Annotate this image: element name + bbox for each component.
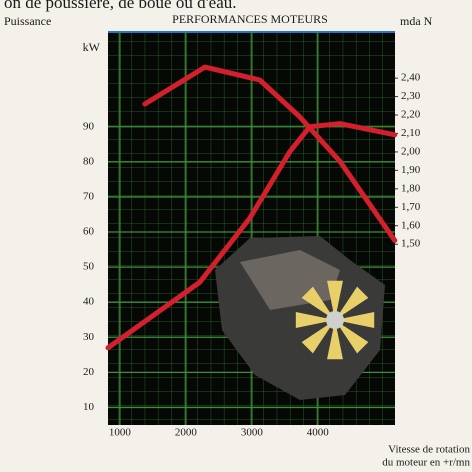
- y-tick-label: 80: [83, 155, 95, 167]
- y-tick-label: 40: [83, 296, 95, 308]
- y-axis-label: Puissance: [4, 14, 51, 28]
- x-tick-label: 3000: [241, 427, 264, 439]
- y2-tick-label: 2,10: [401, 127, 421, 139]
- y2-tick-label: 2,40: [401, 72, 421, 84]
- fan-hub: [326, 311, 344, 329]
- x-axis-label: Vitesse de rotation: [388, 444, 470, 456]
- x-tick-label: 2000: [175, 427, 198, 439]
- y-tick-label: 60: [83, 226, 95, 238]
- y2-tick-label: 1,50: [401, 238, 421, 250]
- y-tick-label: 50: [83, 261, 95, 273]
- y2-tick-label: 2,30: [401, 90, 421, 102]
- y2-axis-label: mda N: [400, 14, 433, 28]
- y-tick-label: 10: [83, 401, 95, 413]
- y2-tick-label: 2,20: [401, 109, 421, 121]
- engine-fan: [296, 281, 374, 359]
- y-tick-label: 20: [83, 366, 95, 378]
- y-tick-label: 30: [83, 331, 95, 343]
- x-axis-label: du moteur en +r/mn: [382, 457, 470, 469]
- y2-tick-label: 1,70: [401, 201, 421, 213]
- y2-tick-label: 1,60: [401, 219, 421, 231]
- page-header: on de poussière, de boue ou d'eau.: [4, 0, 237, 12]
- chart: on de poussière, de boue ou d'eau. Puiss…: [0, 0, 472, 472]
- y-tick-label: 90: [83, 120, 95, 132]
- x-tick-label: 1000: [109, 427, 132, 439]
- y2-tick-label: 2,00: [401, 145, 421, 157]
- y-tick-label: 70: [83, 190, 95, 202]
- y2-tick-label: 1,80: [401, 182, 421, 194]
- y2-tick-label: 1,90: [401, 164, 421, 176]
- chart-title: PERFORMANCES MOTEURS: [172, 12, 328, 26]
- y-axis-unit: kW: [83, 40, 101, 54]
- x-tick-label: 4000: [307, 427, 330, 439]
